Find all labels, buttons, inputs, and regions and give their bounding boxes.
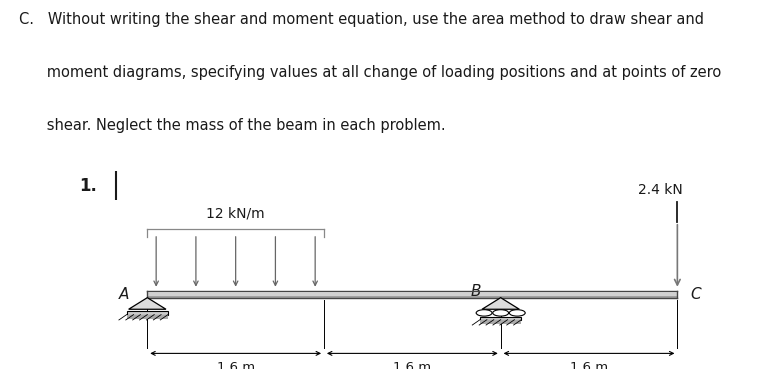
Text: 1.6 m: 1.6 m: [570, 361, 608, 369]
Text: C.   Without writing the shear and moment equation, use the area method to draw : C. Without writing the shear and moment …: [19, 13, 704, 27]
Polygon shape: [482, 298, 520, 309]
Text: 2.4 kN: 2.4 kN: [639, 183, 683, 197]
Text: moment diagrams, specifying values at all change of loading positions and at poi: moment diagrams, specifying values at al…: [19, 65, 722, 80]
Text: B: B: [471, 284, 481, 299]
Polygon shape: [147, 296, 678, 298]
Polygon shape: [147, 291, 678, 293]
Text: 12 kN/m: 12 kN/m: [206, 207, 265, 221]
Polygon shape: [127, 315, 168, 319]
Text: 1.6 m: 1.6 m: [216, 361, 254, 369]
Circle shape: [510, 310, 525, 316]
Polygon shape: [127, 311, 168, 315]
Text: 1.: 1.: [79, 177, 96, 195]
Circle shape: [492, 310, 509, 316]
Text: C: C: [691, 287, 701, 302]
Text: shear. Neglect the mass of the beam in each problem.: shear. Neglect the mass of the beam in e…: [19, 118, 446, 133]
Polygon shape: [147, 293, 678, 296]
Circle shape: [476, 310, 492, 316]
Polygon shape: [480, 320, 521, 324]
Polygon shape: [128, 298, 166, 309]
Text: A: A: [119, 287, 130, 302]
Text: 1.6 m: 1.6 m: [393, 361, 432, 369]
Polygon shape: [480, 317, 521, 320]
